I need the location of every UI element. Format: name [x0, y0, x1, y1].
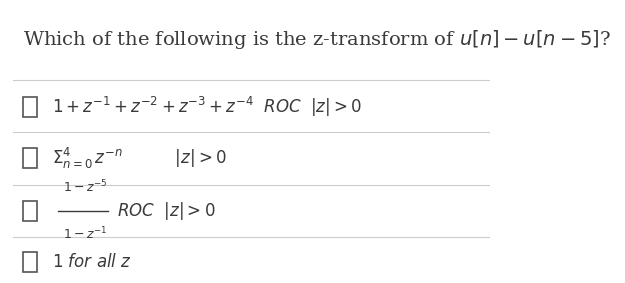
Bar: [22, 149, 36, 168]
Bar: [22, 97, 36, 117]
Bar: [22, 252, 36, 272]
Bar: [22, 201, 36, 220]
Text: $1$ $\mathit{for\ all}$ $z$: $1$ $\mathit{for\ all}$ $z$: [52, 253, 132, 271]
Text: $1-z^{-1}$: $1-z^{-1}$: [63, 226, 108, 243]
Text: $\Sigma_{n=0}^{4}\,z^{-n}$          $|z| > 0$: $\Sigma_{n=0}^{4}\,z^{-n}$ $|z| > 0$: [52, 145, 227, 171]
Text: Which of the following is the z-transform of $u\left[n\right] - u\left[n-5\right: Which of the following is the z-transfor…: [22, 28, 611, 51]
Text: $1-z^{-5}$: $1-z^{-5}$: [63, 179, 108, 196]
Text: $\mathit{ROC}$  $|z| > 0$: $\mathit{ROC}$ $|z| > 0$: [117, 200, 216, 222]
Text: $1 + z^{-1} + z^{-2} + z^{-3} + z^{-4}$  $\mathit{ROC}$  $|z| > 0$: $1 + z^{-1} + z^{-2} + z^{-3} + z^{-4}$ …: [52, 95, 362, 119]
